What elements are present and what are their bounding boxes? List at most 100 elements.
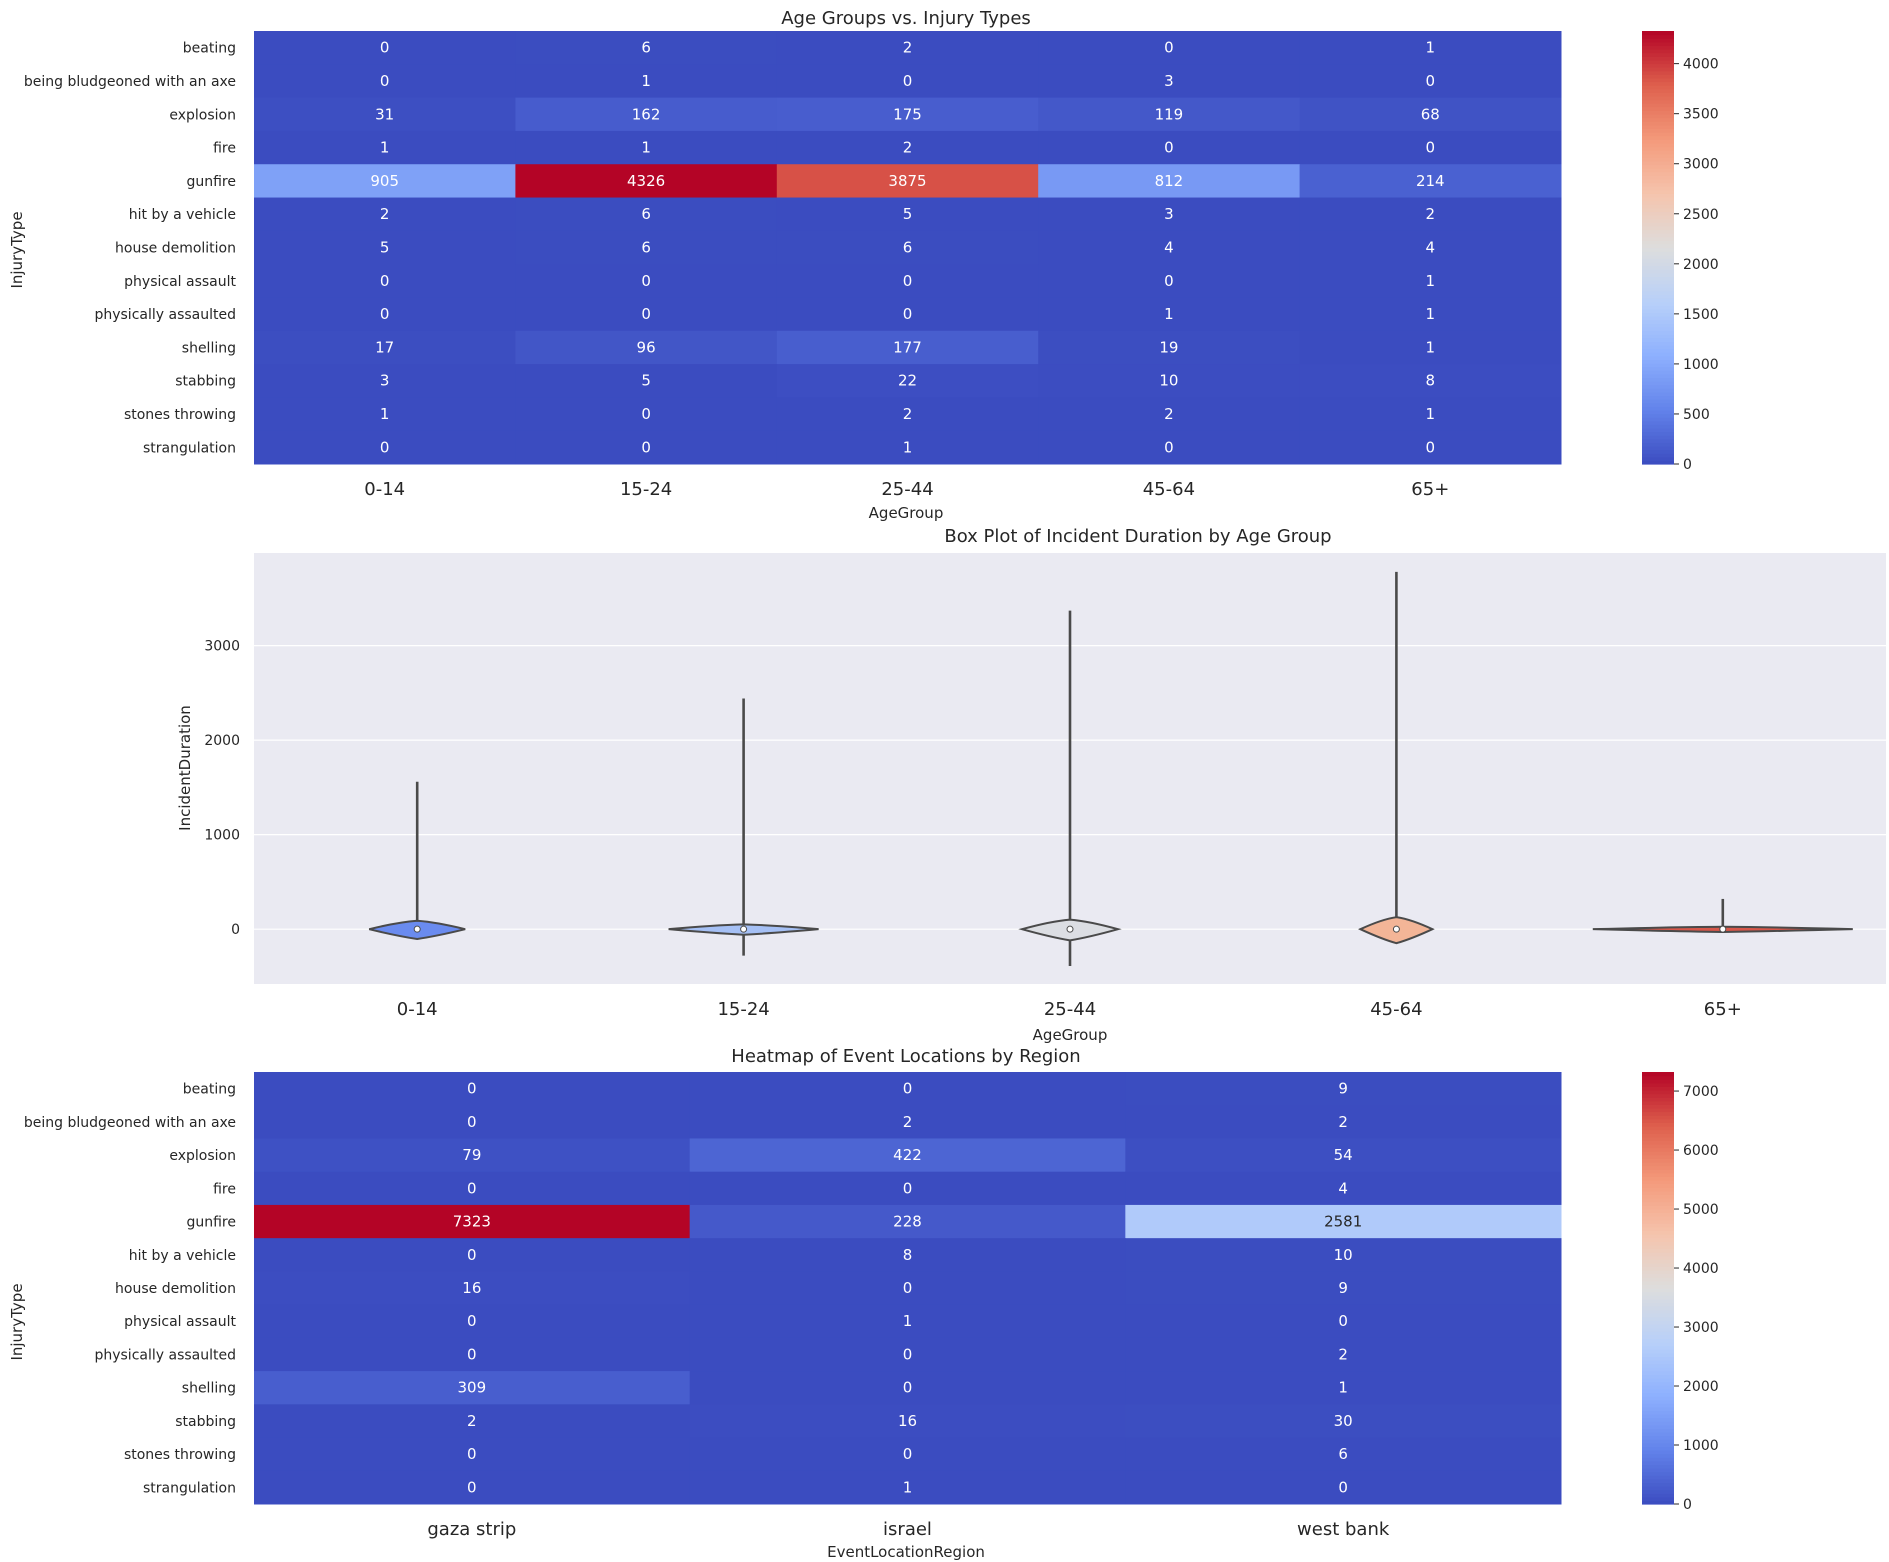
cell-value-label: 0 bbox=[467, 1179, 477, 1197]
colorbar-segment bbox=[1642, 1129, 1674, 1134]
heatmap-cell bbox=[254, 1470, 691, 1505]
heatmap-1-colorbar: 0 500 1000 1500 2000 2500 3000 3500 4000 bbox=[1642, 31, 1719, 473]
heatmap-3-title: Heatmap of Event Locations by Region bbox=[731, 1046, 1080, 1067]
heatmap-cell bbox=[776, 330, 1039, 365]
colorbar-segment bbox=[1642, 207, 1674, 213]
violin-median-dot bbox=[740, 925, 748, 933]
heatmap-cell bbox=[254, 64, 516, 99]
cell-value-label: 4 bbox=[1426, 239, 1436, 257]
heatmap-cell bbox=[776, 430, 1039, 465]
heatmap-1-title: Age Groups vs. Injury Types bbox=[781, 8, 1031, 29]
colorbar-segment bbox=[1642, 211, 1674, 216]
colorbar-segment bbox=[1642, 1460, 1674, 1465]
colorbar-segment bbox=[1642, 200, 1674, 205]
heatmap-cell bbox=[1125, 1238, 1562, 1272]
cell-value-label: 1 bbox=[1426, 305, 1436, 323]
row-tick-label: fire bbox=[213, 1181, 236, 1197]
colorbar-segment bbox=[1642, 431, 1674, 436]
cell-value-label: 0 bbox=[380, 305, 390, 323]
colorbar-segment bbox=[1642, 229, 1674, 234]
cell-value-label: 31 bbox=[375, 105, 394, 123]
colorbar-segment bbox=[1642, 103, 1674, 108]
colorbar-segment bbox=[1642, 1180, 1674, 1185]
heatmap-3-column-labels: gaza strip israel west bank bbox=[427, 1519, 1389, 1540]
colorbar-segment bbox=[1642, 1273, 1674, 1278]
colorbar-segment bbox=[1642, 1345, 1674, 1350]
colorbar-segment bbox=[1642, 1414, 1674, 1419]
heatmap-cell bbox=[254, 197, 516, 232]
colorbar-segment bbox=[1642, 1385, 1674, 1390]
heatmap-cell bbox=[254, 164, 516, 199]
colorbar-segment bbox=[1642, 1086, 1674, 1091]
cell-value-label: 1 bbox=[1164, 305, 1174, 323]
heatmap-cell bbox=[689, 1437, 1126, 1472]
heatmap-cell bbox=[1125, 1138, 1562, 1173]
colorbar-segment bbox=[1642, 1154, 1674, 1159]
colorbar-segment bbox=[1642, 352, 1674, 357]
cell-value-label: 3 bbox=[380, 372, 390, 390]
heatmap-cell bbox=[254, 1337, 691, 1372]
cell-value-label: 1 bbox=[1426, 338, 1436, 356]
cell-value-label: 0 bbox=[1338, 1312, 1348, 1330]
incident-duration-violin-plot: Box Plot of Incident Duration by Age Gro… bbox=[176, 526, 1886, 1044]
colorbar-segment bbox=[1642, 124, 1674, 130]
heatmap-cell bbox=[515, 297, 778, 332]
colorbar-segment bbox=[1642, 1457, 1674, 1462]
colorbar-segment bbox=[1642, 1417, 1674, 1422]
colorbar-segment bbox=[1642, 420, 1674, 425]
colorbar-segment bbox=[1642, 175, 1674, 180]
heatmap-cell bbox=[1038, 130, 1301, 165]
cell-value-label: 9 bbox=[1338, 1279, 1348, 1297]
cell-value-label: 4326 bbox=[627, 172, 665, 190]
cell-value-label: 2 bbox=[903, 1113, 913, 1131]
colorbar-segment bbox=[1642, 1133, 1674, 1138]
colorbar-segment bbox=[1642, 74, 1674, 79]
cell-value-label: 0 bbox=[641, 405, 651, 423]
cell-value-label: 812 bbox=[1155, 172, 1184, 190]
colorbar-segment bbox=[1642, 1486, 1674, 1491]
colorbar-segment bbox=[1642, 1291, 1674, 1296]
colorbar-tick-label: 6000 bbox=[1683, 1143, 1719, 1159]
row-tick-label: beating bbox=[183, 41, 236, 57]
heatmap-cell bbox=[776, 197, 1039, 232]
colorbar-segment bbox=[1642, 247, 1674, 252]
cell-value-label: 309 bbox=[458, 1379, 487, 1397]
column-tick-label: 65+ bbox=[1411, 479, 1449, 500]
cell-value-label: 177 bbox=[893, 338, 922, 356]
colorbar-segment bbox=[1642, 128, 1674, 133]
colorbar-segment bbox=[1642, 1136, 1674, 1141]
colorbar-segment bbox=[1642, 193, 1674, 198]
colorbar-segment bbox=[1642, 1378, 1674, 1383]
colorbar-segment bbox=[1642, 1093, 1674, 1098]
cell-value-label: 162 bbox=[632, 105, 661, 123]
cell-value-label: 0 bbox=[903, 1279, 913, 1297]
colorbar-segment bbox=[1642, 95, 1674, 101]
colorbar-segment bbox=[1642, 1219, 1674, 1224]
colorbar-segment bbox=[1642, 1190, 1674, 1195]
heatmap-3-row-labels: beating being bludgeoned with an axe explo… bbox=[24, 1082, 237, 1497]
colorbar-segment bbox=[1642, 1428, 1674, 1433]
colorbar-tick-label: 1500 bbox=[1683, 307, 1719, 323]
colorbar-segment bbox=[1642, 395, 1674, 400]
colorbar-segment bbox=[1642, 330, 1674, 335]
colorbar-tick-label: 0 bbox=[1683, 1497, 1692, 1513]
heatmap-cell bbox=[1125, 1072, 1562, 1106]
colorbar-segment bbox=[1642, 63, 1674, 68]
heatmap-cell bbox=[1299, 297, 1562, 332]
colorbar-segment bbox=[1642, 1464, 1674, 1469]
heatmap-cell bbox=[776, 130, 1039, 165]
column-tick-label: israel bbox=[883, 1519, 932, 1540]
heatmap-cell bbox=[1038, 64, 1301, 99]
colorbar-segment bbox=[1642, 1270, 1674, 1275]
colorbar-segment bbox=[1642, 1126, 1674, 1131]
cell-value-label: 1 bbox=[641, 139, 651, 157]
colorbar-segment bbox=[1642, 348, 1674, 353]
colorbar-segment bbox=[1642, 438, 1674, 443]
cell-value-label: 1 bbox=[903, 1312, 913, 1330]
heatmap-cell bbox=[776, 230, 1039, 265]
column-tick-label: 0-14 bbox=[364, 479, 405, 500]
cell-value-label: 422 bbox=[893, 1146, 922, 1164]
colorbar-segment bbox=[1642, 287, 1674, 292]
row-tick-label: being bludgeoned with an axe bbox=[24, 1115, 236, 1131]
colorbar-segment bbox=[1642, 1331, 1674, 1336]
